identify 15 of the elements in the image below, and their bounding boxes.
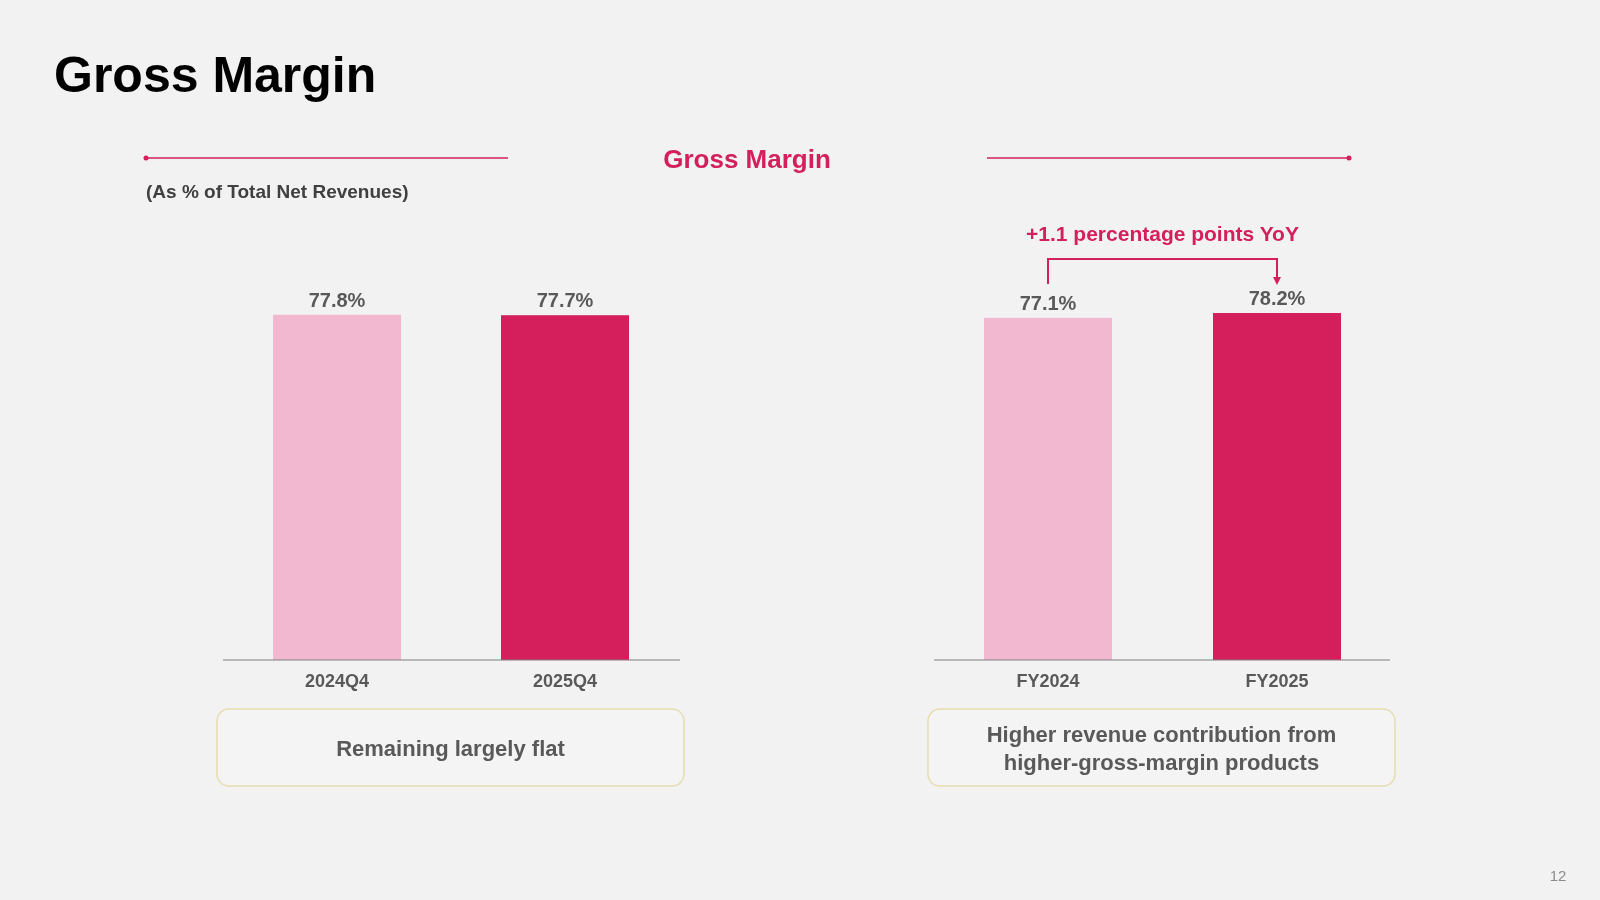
text: +1.1 percentage points YoY — [1026, 222, 1299, 245]
chart-title: Gross Margin — [54, 47, 377, 103]
text: Gross Margin — [663, 144, 831, 174]
data-label: 77.1% — [1019, 291, 1077, 314]
x-tick-label: 2024Q4 — [304, 671, 370, 691]
text: Higher revenue contribution from higher-gross-margin products — [986, 721, 1337, 775]
x-tick-label: FY2024 — [1016, 671, 1080, 691]
data-label: 77.7% — [536, 289, 594, 312]
x-tick-label: 2025Q4 — [532, 671, 598, 691]
data-label: 77.8% — [308, 288, 366, 311]
text: (As % of Total Net Revenues) — [146, 181, 409, 202]
text: Remaining largely flat — [336, 735, 566, 761]
text: 12 — [1549, 867, 1567, 884]
x-tick-label: FY2025 — [1245, 671, 1309, 691]
data-label: 78.2% — [1248, 287, 1306, 309]
